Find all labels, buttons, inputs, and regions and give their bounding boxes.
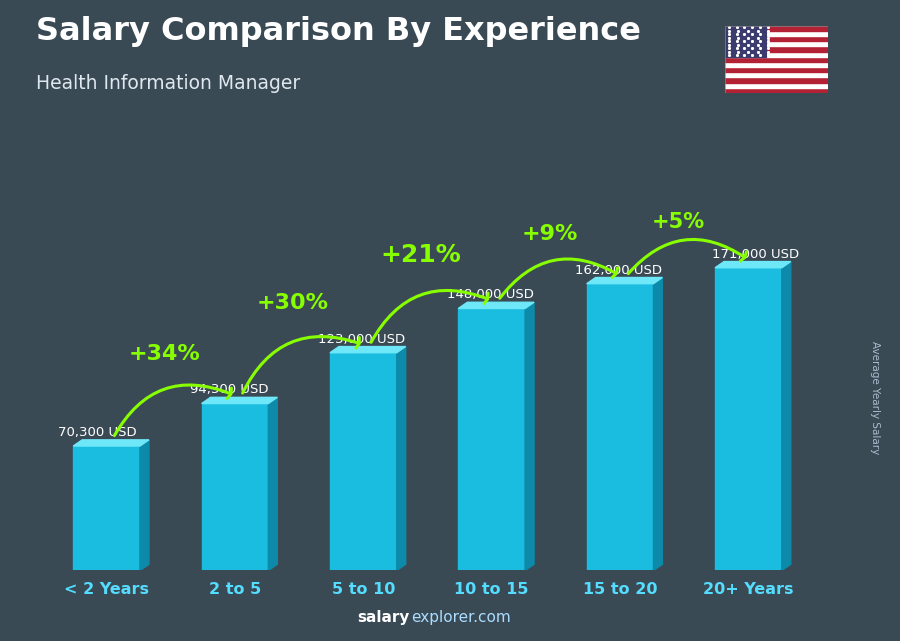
Bar: [724, 78, 828, 83]
Bar: [724, 62, 828, 67]
Bar: [73, 446, 140, 570]
Bar: [724, 67, 828, 72]
Bar: [724, 26, 766, 56]
Text: +9%: +9%: [521, 224, 578, 244]
Bar: [724, 72, 828, 78]
Bar: [715, 268, 782, 570]
Bar: [724, 36, 828, 41]
Text: Salary Comparison By Experience: Salary Comparison By Experience: [36, 16, 641, 47]
Text: +34%: +34%: [129, 344, 200, 364]
Text: 162,000 USD: 162,000 USD: [575, 263, 662, 277]
Text: Health Information Manager: Health Information Manager: [36, 74, 301, 93]
Text: 171,000 USD: 171,000 USD: [713, 247, 799, 261]
Text: +21%: +21%: [381, 244, 462, 267]
Text: 94,300 USD: 94,300 USD: [190, 383, 268, 397]
Polygon shape: [525, 303, 534, 570]
Bar: [724, 51, 828, 56]
Text: +5%: +5%: [652, 212, 705, 232]
Polygon shape: [73, 440, 149, 446]
Bar: [724, 88, 828, 93]
Polygon shape: [140, 440, 149, 570]
Text: 70,300 USD: 70,300 USD: [58, 426, 137, 439]
Bar: [724, 83, 828, 88]
Polygon shape: [782, 262, 791, 570]
Bar: [202, 404, 268, 570]
Polygon shape: [458, 303, 534, 308]
Polygon shape: [587, 278, 662, 284]
Polygon shape: [653, 278, 662, 570]
Polygon shape: [397, 347, 406, 570]
Text: 123,000 USD: 123,000 USD: [319, 333, 406, 345]
Bar: [330, 353, 397, 570]
Bar: [724, 41, 828, 46]
Polygon shape: [202, 397, 277, 404]
Text: +30%: +30%: [256, 293, 328, 313]
Bar: [458, 308, 525, 570]
Text: explorer.com: explorer.com: [411, 610, 511, 625]
Polygon shape: [715, 262, 791, 268]
Polygon shape: [268, 397, 277, 570]
Bar: [587, 284, 653, 570]
Polygon shape: [330, 347, 406, 353]
Text: salary: salary: [357, 610, 410, 625]
Bar: [724, 31, 828, 36]
Bar: [724, 56, 828, 62]
Text: Average Yearly Salary: Average Yearly Salary: [869, 341, 880, 454]
Bar: [724, 46, 828, 51]
Bar: [724, 26, 828, 31]
Text: 148,000 USD: 148,000 USD: [446, 288, 534, 301]
